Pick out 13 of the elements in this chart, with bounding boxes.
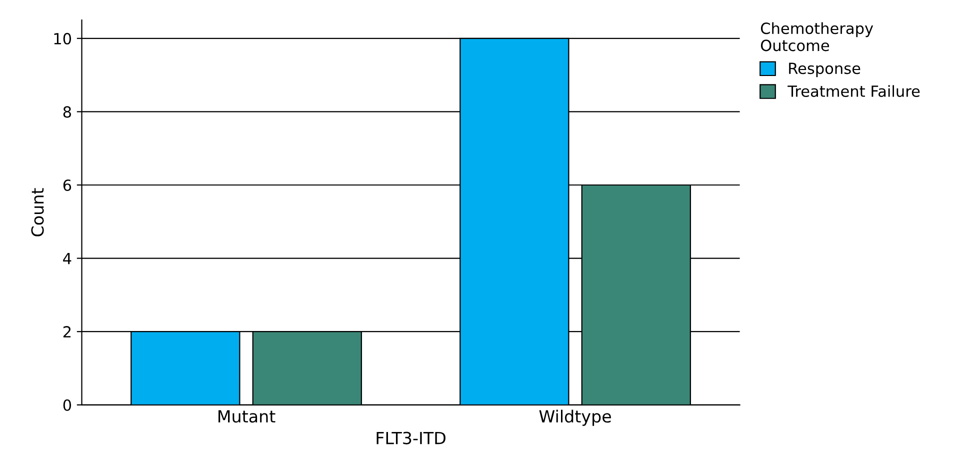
x-tick-label: Wildtype bbox=[539, 410, 611, 426]
legend-label: Treatment Failure bbox=[788, 85, 920, 97]
y-tick-label: 10 bbox=[54, 32, 72, 44]
x-axis-title: FLT3-ITD bbox=[376, 432, 446, 444]
y-tick-label: 4 bbox=[63, 252, 72, 264]
legend-label: Response bbox=[789, 62, 860, 78]
y-axis-title: Count bbox=[31, 188, 44, 236]
y-tick-label: 0 bbox=[63, 399, 72, 411]
y-tick-label: 6 bbox=[63, 179, 72, 192]
y-tick-label: 8 bbox=[63, 106, 71, 118]
y-tick-label: 2 bbox=[63, 326, 71, 338]
x-tick-label: Mutant bbox=[218, 410, 276, 423]
legend-title: Chemotherapy Outcome bbox=[760, 22, 874, 52]
